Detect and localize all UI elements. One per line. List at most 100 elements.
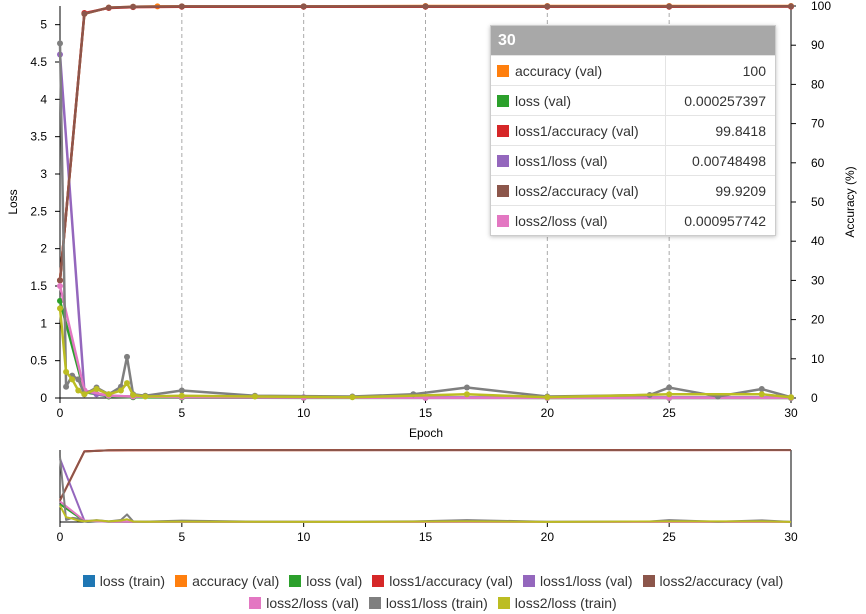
main-plot[interactable]: 00.511.522.533.544.550102030405060708090… bbox=[30, 0, 831, 420]
point-loss2-loss-train[interactable] bbox=[178, 392, 185, 399]
left-tick-label: 5 bbox=[40, 18, 47, 32]
legend: loss (train) accuracy (val) loss (val) loss… bbox=[0, 570, 866, 614]
point-loss2-loss-train[interactable] bbox=[105, 391, 112, 398]
context-x-tick-label: 15 bbox=[419, 530, 433, 544]
point-loss1-loss-train[interactable] bbox=[178, 387, 185, 394]
point-loss2-accuracy-val[interactable] bbox=[544, 3, 551, 10]
point-loss2-loss-train[interactable] bbox=[57, 305, 63, 312]
point-loss2-accuracy-val[interactable] bbox=[81, 10, 88, 17]
x-tick-label: 10 bbox=[297, 406, 311, 420]
context-x-tick-label: 30 bbox=[784, 530, 798, 544]
x-axis-title: Epoch bbox=[409, 426, 443, 440]
x-tick-label: 0 bbox=[57, 406, 64, 420]
point-loss2-accuracy-val[interactable] bbox=[178, 3, 185, 10]
legend-swatch bbox=[249, 597, 262, 609]
legend-label: loss2/loss (train) bbox=[514, 595, 617, 611]
legend-item-loss1-accuracy-val[interactable]: loss1/accuracy (val) bbox=[372, 570, 513, 592]
point-loss1-loss-train[interactable] bbox=[463, 384, 470, 391]
point-loss1-loss-train[interactable] bbox=[124, 353, 131, 360]
point-loss1-loss-train[interactable] bbox=[57, 40, 63, 47]
point-loss2-loss-train[interactable] bbox=[463, 391, 470, 398]
point-loss2-loss-train[interactable] bbox=[69, 376, 76, 383]
series-line-loss2-accuracy-val[interactable] bbox=[58, 5, 792, 281]
legend-swatch bbox=[175, 575, 188, 587]
tooltip-series-cell: loss2/loss (val) bbox=[491, 205, 666, 235]
point-loss2-loss-train[interactable] bbox=[349, 394, 356, 401]
tooltip-series-cell: loss1/loss (val) bbox=[491, 145, 666, 176]
tooltip-row: loss2/accuracy (val) 99.9209 bbox=[491, 175, 775, 206]
point-loss2-loss-train[interactable] bbox=[544, 394, 551, 401]
point-loss2-loss-train[interactable] bbox=[758, 391, 765, 398]
point-loss2-loss-train[interactable] bbox=[130, 392, 137, 399]
point-loss2-loss-train[interactable] bbox=[75, 387, 82, 394]
point-loss2-loss-train[interactable] bbox=[788, 394, 794, 401]
right-tick-label: 100 bbox=[811, 0, 831, 13]
point-loss1-loss-train[interactable] bbox=[75, 376, 82, 383]
left-tick-label: 0 bbox=[40, 391, 47, 405]
point-loss-val[interactable] bbox=[57, 297, 63, 304]
context-line-loss1-accuracy-val bbox=[59, 449, 792, 501]
context-x-tick-label: 20 bbox=[541, 530, 555, 544]
tooltip-series-cell: loss (val) bbox=[491, 85, 666, 116]
point-loss2-accuracy-val[interactable] bbox=[105, 4, 112, 11]
tooltip-series-cell: loss1/accuracy (val) bbox=[491, 115, 666, 146]
legend-label: accuracy (val) bbox=[192, 573, 280, 589]
legend-label: loss1/loss (val) bbox=[539, 573, 633, 589]
tooltip-series-name: loss (val) bbox=[515, 92, 572, 109]
left-tick-label: 1 bbox=[40, 316, 47, 330]
x-tick-label: 20 bbox=[541, 406, 555, 420]
context-line-loss1-loss-train bbox=[59, 456, 792, 523]
point-loss2-accuracy-val[interactable] bbox=[666, 3, 673, 10]
legend-label: loss2/accuracy (val) bbox=[659, 573, 784, 589]
point-loss1-loss-train[interactable] bbox=[63, 383, 70, 390]
legend-label: loss1/accuracy (val) bbox=[389, 573, 513, 589]
point-loss2-loss-train[interactable] bbox=[142, 393, 149, 400]
tooltip-series-value: 99.8418 bbox=[665, 115, 775, 146]
point-loss2-loss-val[interactable] bbox=[57, 283, 63, 289]
context-line-loss2-loss-train bbox=[59, 505, 792, 523]
point-loss2-accuracy-val[interactable] bbox=[422, 3, 429, 10]
tooltip-row: loss1/accuracy (val) 99.8418 bbox=[491, 115, 775, 146]
context-x-tick-label: 25 bbox=[662, 530, 676, 544]
legend-label: loss2/loss (val) bbox=[266, 595, 359, 611]
tooltip-series-name: loss2/accuracy (val) bbox=[515, 182, 639, 199]
right-tick-label: 50 bbox=[811, 195, 825, 209]
right-tick-label: 90 bbox=[811, 38, 825, 52]
point-loss2-accuracy-val[interactable] bbox=[57, 277, 63, 284]
point-loss2-loss-train[interactable] bbox=[81, 391, 88, 398]
context-line-accuracy-val bbox=[59, 449, 791, 501]
legend-item-loss1-loss-val[interactable]: loss1/loss (val) bbox=[522, 570, 633, 592]
point-loss1-loss-train[interactable] bbox=[758, 386, 765, 393]
point-loss1-loss-train[interactable] bbox=[666, 384, 673, 391]
left-tick-label: 1.5 bbox=[30, 279, 47, 293]
tooltip-series-cell: accuracy (val) bbox=[491, 55, 666, 86]
point-loss2-loss-train[interactable] bbox=[117, 387, 124, 394]
legend-item-loss2-loss-val[interactable]: loss2/loss (val) bbox=[249, 592, 359, 614]
legend-label: loss (train) bbox=[99, 573, 166, 589]
point-loss2-accuracy-val[interactable] bbox=[130, 3, 137, 10]
context-brush-plot[interactable]: 0 5 10 15 20 25 30 bbox=[57, 449, 798, 544]
context-line-loss1-loss-val bbox=[59, 458, 792, 523]
legend-item-loss2-loss-train[interactable]: loss2/loss (train) bbox=[497, 592, 617, 614]
legend-item-loss1-loss-train[interactable]: loss1/loss (train) bbox=[368, 592, 488, 614]
tooltip-series-name: accuracy (val) bbox=[515, 62, 603, 79]
tooltip-swatch bbox=[497, 184, 509, 197]
legend-swatch bbox=[368, 597, 381, 609]
point-loss2-loss-train[interactable] bbox=[251, 393, 258, 400]
legend-swatch bbox=[497, 597, 510, 609]
legend-swatch bbox=[522, 575, 535, 587]
point-loss2-loss-train[interactable] bbox=[63, 368, 70, 375]
point-loss2-accuracy-val[interactable] bbox=[300, 3, 307, 10]
point-loss2-loss-train[interactable] bbox=[93, 386, 100, 393]
point-loss2-loss-train[interactable] bbox=[666, 391, 673, 398]
tooltip-row: accuracy (val) 100 bbox=[491, 55, 775, 86]
point-loss2-accuracy-val[interactable] bbox=[788, 3, 794, 10]
tooltip-series-value: 99.9209 bbox=[665, 175, 775, 206]
legend-item-loss-train[interactable]: loss (train) bbox=[82, 570, 166, 592]
series-line-loss1-loss-train[interactable] bbox=[58, 43, 792, 399]
legend-item-loss-val[interactable]: loss (val) bbox=[289, 570, 362, 592]
legend-item-loss2-accuracy-val[interactable]: loss2/accuracy (val) bbox=[642, 570, 784, 592]
legend-item-accuracy-val[interactable]: accuracy (val) bbox=[175, 570, 279, 592]
right-tick-label: 10 bbox=[811, 352, 825, 366]
point-loss2-loss-train[interactable] bbox=[124, 380, 131, 387]
